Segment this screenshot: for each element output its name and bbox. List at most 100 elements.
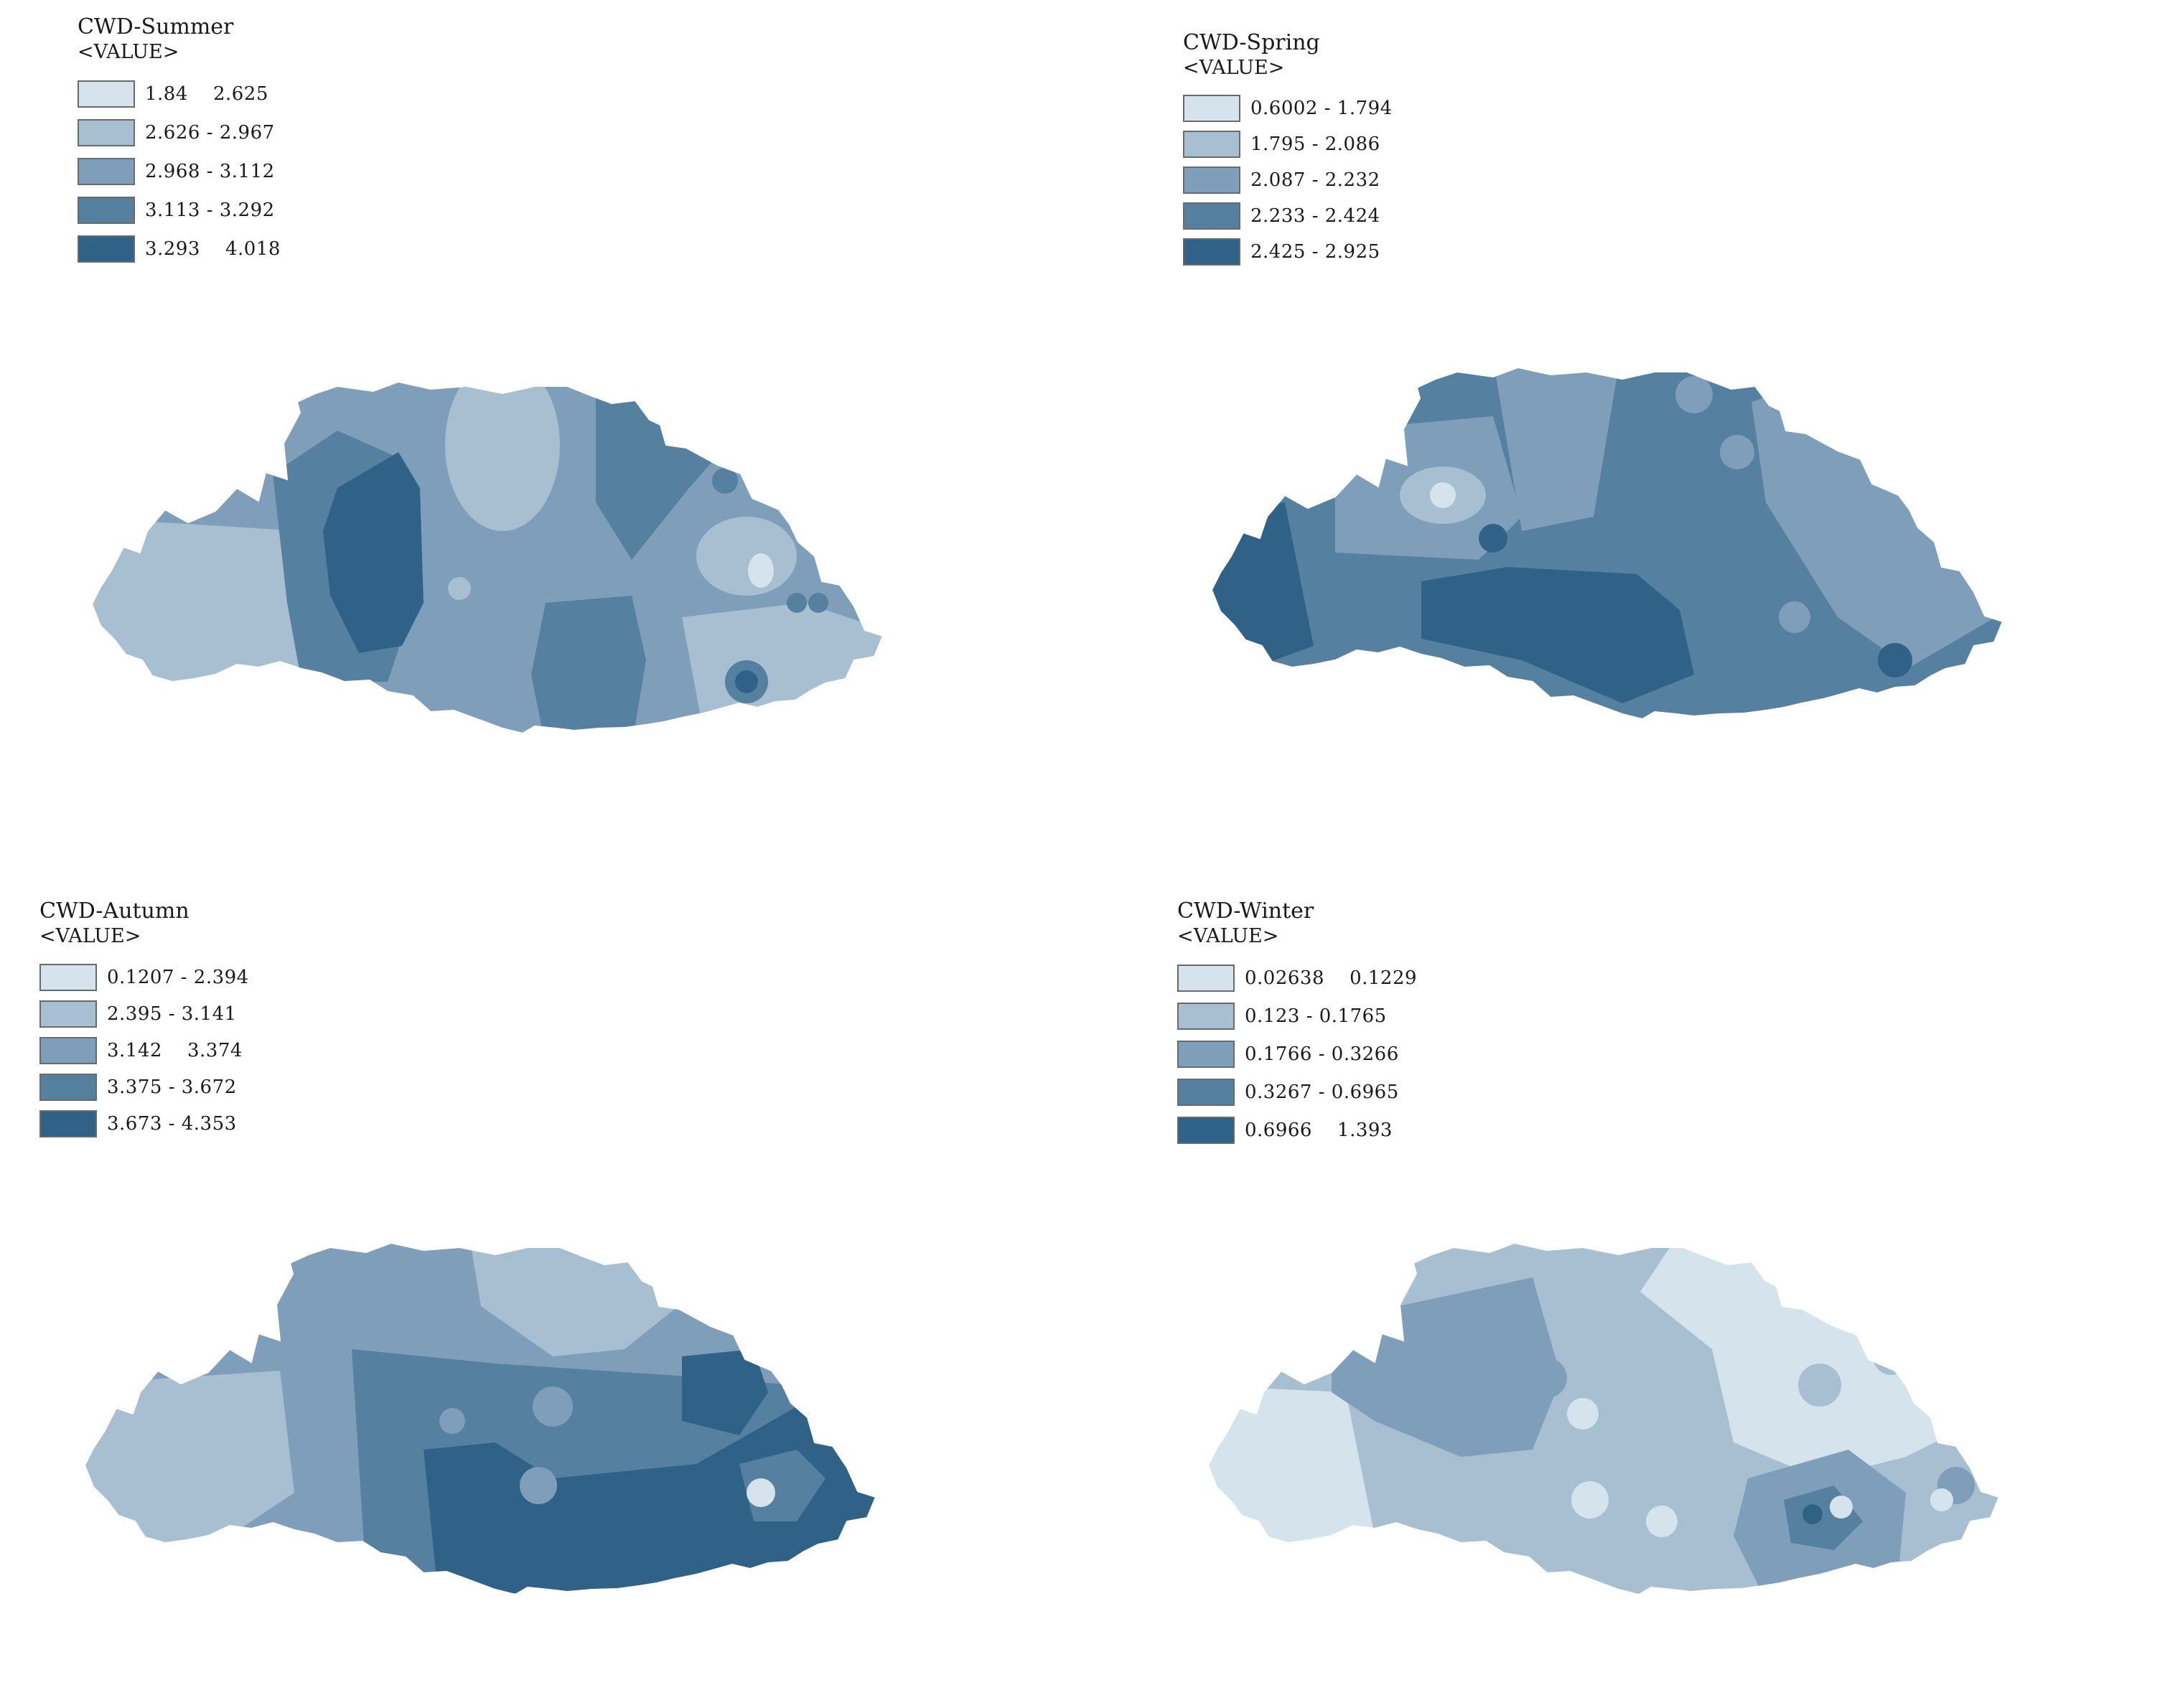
- legend-item: 0.123 - 0.1765: [1177, 997, 1417, 1035]
- map-zone: [735, 670, 758, 693]
- legend-title: CWD-Spring: [1183, 30, 1320, 55]
- legend-range: 0.1207 - 2.394: [107, 966, 249, 988]
- legend-range: 3.375 - 3.672: [107, 1076, 237, 1098]
- map-zone: [1753, 367, 1807, 393]
- legend-swatch: [39, 1073, 97, 1101]
- map-zone: [1779, 601, 1810, 633]
- map-zone: [747, 1478, 775, 1507]
- map-zone: [1675, 376, 1713, 413]
- legend-range: 3.142 3.374: [107, 1039, 243, 1061]
- legend-range: 2.626 - 2.967: [145, 122, 275, 144]
- legend-range: 0.6966 1.393: [1245, 1119, 1393, 1141]
- map-winter: [1207, 1242, 2000, 1595]
- map-zone: [85, 1371, 294, 1550]
- legend-field: <VALUE>: [78, 41, 179, 63]
- map-zone: [1479, 524, 1507, 553]
- legend-item: 0.1766 - 0.3266: [1177, 1035, 1417, 1073]
- legend-range: 3.113 - 3.292: [145, 200, 275, 221]
- legend-item: 3.293 4.018: [78, 230, 281, 268]
- map-zone: [1836, 393, 1882, 439]
- map-zone: [1208, 1385, 1375, 1550]
- map-zone: [1421, 567, 1694, 703]
- legend-range: 2.425 - 2.925: [1250, 241, 1380, 263]
- map-zone: [1911, 484, 1951, 535]
- legend-item: 0.02638 0.1229: [1177, 959, 1417, 997]
- map-zone: [1571, 1481, 1609, 1519]
- legend-item: 3.142 3.374: [39, 1032, 249, 1069]
- map-zone: [531, 596, 646, 733]
- legend-item: 0.6966 1.393: [1177, 1111, 1417, 1149]
- legend-swatch: [78, 197, 135, 224]
- map-autumn: [84, 1242, 876, 1595]
- legend-item: 0.6002 - 1.794: [1183, 90, 1393, 126]
- map-zone: [520, 1467, 557, 1504]
- legend-swatch: [78, 80, 135, 108]
- legend-range: 0.3267 - 0.6965: [1245, 1081, 1399, 1103]
- legend-range: 3.673 - 4.353: [107, 1112, 237, 1135]
- map-zone: [1830, 1496, 1853, 1519]
- legend-spring: CWD-Spring <VALUE> 0.6002 - 1.794 1.795 …: [1183, 30, 1393, 270]
- map-zone: [1878, 643, 1912, 677]
- legend-range: 1.795 - 2.086: [1250, 133, 1380, 155]
- legend-item: 0.3267 - 0.6965: [1177, 1073, 1417, 1111]
- legend-range: 2.968 - 3.112: [145, 161, 275, 182]
- legend-item: 2.395 - 3.141: [39, 995, 249, 1032]
- map-zone: [445, 382, 560, 531]
- legend-item: 3.113 - 3.292: [78, 191, 281, 230]
- legend-item: 3.375 - 3.672: [39, 1069, 249, 1105]
- legend-swatch: [78, 158, 135, 185]
- legend-title: CWD-Autumn: [39, 898, 190, 924]
- legend-swatch: [78, 235, 135, 263]
- legend-swatch: [1177, 964, 1235, 992]
- legend-swatch: [78, 119, 135, 146]
- map-zone: [448, 577, 471, 600]
- map-zone: [1430, 482, 1456, 508]
- legend-swatch: [39, 1109, 97, 1137]
- map-zone: [1527, 1358, 1567, 1398]
- map-zone: [533, 1386, 573, 1427]
- legend-item: 2.425 - 2.925: [1183, 234, 1393, 270]
- legend-item: 1.795 - 2.086: [1183, 126, 1393, 162]
- map-zone: [808, 593, 828, 613]
- map-zone: [1802, 1504, 1823, 1524]
- legend-range: 2.233 - 2.424: [1250, 205, 1380, 227]
- legend-autumn: CWD-Autumn <VALUE> 0.1207 - 2.394 2.395 …: [39, 898, 249, 1142]
- map-zone: [682, 603, 883, 732]
- legend-swatch: [39, 1036, 97, 1064]
- map-zone: [1930, 508, 1947, 525]
- legend-summer: CWD-Summer <VALUE> 1.84 2.625 2.626 - 2.…: [78, 14, 281, 268]
- map-zone: [1930, 1488, 1953, 1511]
- legend-swatch: [1177, 1040, 1235, 1068]
- map-zone: [1798, 1364, 1841, 1407]
- map-zone: [748, 553, 774, 588]
- legend-item: 2.626 - 2.967: [78, 113, 281, 152]
- map-zone: [323, 452, 424, 653]
- legend-item: 3.673 - 4.353: [39, 1105, 249, 1142]
- map-spring: [1211, 367, 2003, 720]
- legend-swatch: [1183, 202, 1240, 230]
- legend-range: 1.84 2.625: [145, 83, 268, 105]
- map-zone: [439, 1408, 465, 1434]
- legend-item: 2.087 - 2.232: [1183, 162, 1393, 198]
- legend-range: 2.395 - 3.141: [107, 1003, 237, 1025]
- legend-range: 2.087 - 2.232: [1250, 169, 1380, 191]
- legend-field: <VALUE>: [1183, 57, 1285, 79]
- legend-item: 0.1207 - 2.394: [39, 959, 249, 995]
- legend-swatch: [1183, 166, 1240, 194]
- legend-range: 3.293 4.018: [145, 238, 281, 260]
- legend-swatch: [1177, 1078, 1235, 1106]
- legend-item: 2.233 - 2.424: [1183, 198, 1393, 234]
- legend-item: 1.84 2.625: [78, 75, 281, 113]
- map-zone: [547, 640, 573, 666]
- map-zone: [811, 1270, 854, 1313]
- legend-swatch: [39, 1000, 97, 1028]
- map-summer: [91, 381, 884, 734]
- legend-swatch: [39, 963, 97, 991]
- legend-title: CWD-Winter: [1177, 898, 1314, 924]
- legend-item: 2.968 - 3.112: [78, 152, 281, 191]
- legend-swatch: [1177, 1116, 1235, 1144]
- legend-swatch: [1183, 238, 1240, 266]
- legend-range: 0.6002 - 1.794: [1250, 98, 1393, 119]
- map-zone: [1720, 435, 1754, 469]
- legend-range: 0.02638 0.1229: [1245, 967, 1418, 989]
